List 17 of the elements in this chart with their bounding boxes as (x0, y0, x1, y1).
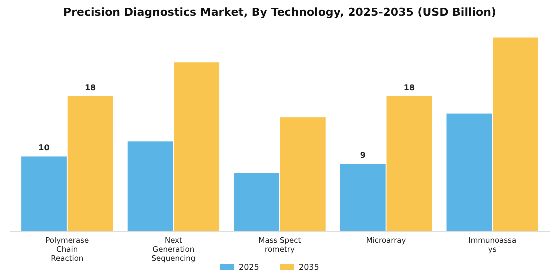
bar (174, 62, 220, 232)
bar (22, 156, 67, 232)
legend-label: 2035 (299, 263, 320, 272)
bar (446, 114, 492, 232)
data-label: 9 (360, 151, 366, 160)
bar (493, 38, 538, 232)
bar (68, 96, 114, 232)
bar (128, 142, 174, 232)
data-label: 18 (84, 83, 97, 92)
bar (234, 173, 280, 232)
data-label: 18 (404, 83, 416, 92)
bar (386, 96, 432, 232)
chart-title: Precision Diagnostics Market, By Technology, 2025-2035 (USD Billion) (64, 6, 496, 19)
legend-label: 2025 (239, 263, 260, 272)
data-label: 10 (38, 144, 50, 153)
bar (340, 164, 386, 232)
bar (280, 118, 326, 232)
